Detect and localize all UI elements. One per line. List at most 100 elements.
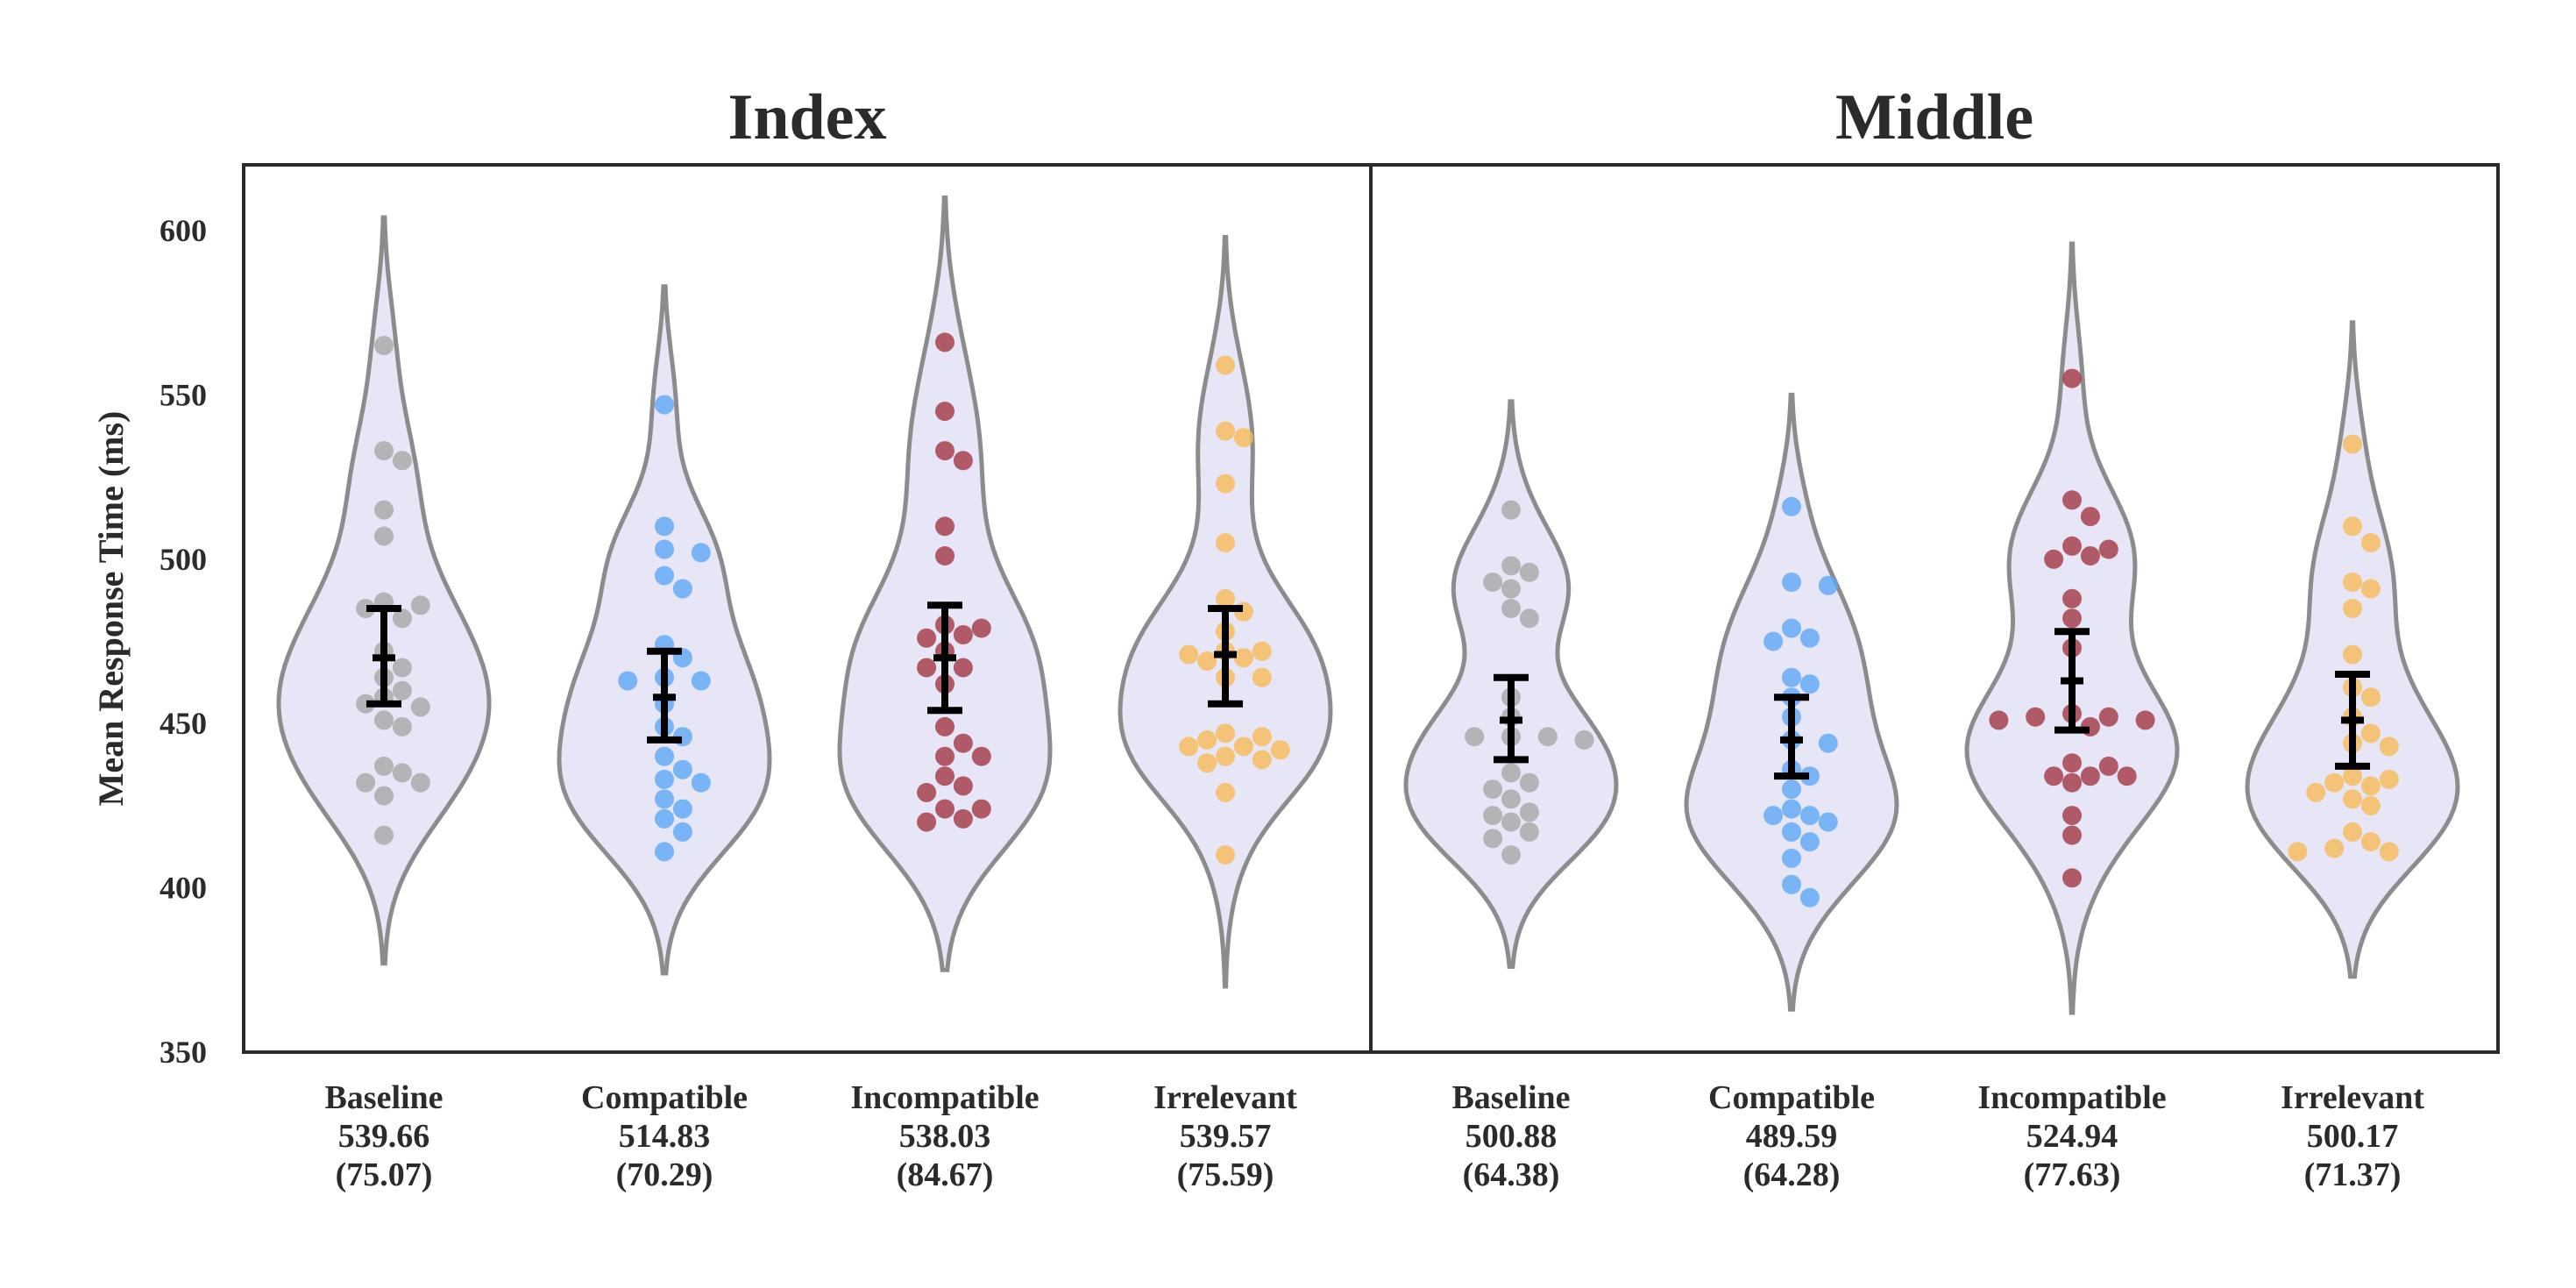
x-category-mean: 524.94 — [2026, 1118, 2118, 1155]
data-point — [2062, 806, 2082, 826]
data-point — [953, 733, 973, 753]
data-point — [672, 822, 692, 842]
data-point — [392, 658, 412, 678]
data-point — [2324, 838, 2345, 858]
data-point — [1799, 766, 1820, 786]
data-point — [2360, 579, 2381, 599]
data-point — [1501, 812, 1521, 832]
x-category-mean: 489.59 — [1746, 1118, 1838, 1155]
data-point — [1574, 729, 1594, 750]
data-point — [1501, 845, 1521, 865]
data-point — [2117, 766, 2137, 786]
data-point — [1252, 667, 1272, 687]
data-point — [1216, 588, 1235, 608]
data-point — [935, 402, 954, 422]
data-point — [971, 799, 991, 819]
data-point — [655, 789, 674, 809]
x-category-label: Compatible — [1708, 1079, 1875, 1116]
data-point — [2360, 533, 2381, 552]
data-point — [2343, 822, 2362, 842]
data-point — [1216, 723, 1235, 744]
data-point — [935, 332, 954, 352]
panel-title-index: Index — [728, 82, 887, 153]
data-point — [2379, 737, 2399, 757]
data-point — [1197, 753, 1217, 773]
data-point — [2324, 772, 2345, 793]
data-point — [2306, 782, 2326, 802]
data-point — [1216, 746, 1235, 766]
data-point — [953, 625, 973, 644]
data-point — [374, 786, 394, 806]
x-category-label: Incompatible — [1977, 1079, 2166, 1116]
data-point — [618, 671, 638, 691]
data-point — [672, 759, 692, 779]
violin-index-baseline — [276, 215, 492, 966]
data-point — [2360, 776, 2381, 796]
data-point — [655, 539, 674, 559]
data-point — [672, 579, 692, 599]
data-point — [1501, 789, 1521, 809]
data-point — [2062, 588, 2082, 608]
data-point — [2343, 573, 2362, 592]
data-point — [691, 772, 711, 793]
data-point — [1233, 428, 1253, 448]
data-point — [935, 746, 954, 766]
data-point — [392, 680, 412, 701]
data-point — [1782, 496, 1801, 516]
violin-index-compatible — [557, 284, 772, 976]
data-point — [935, 441, 954, 461]
x-category-mean: 500.17 — [2307, 1118, 2399, 1155]
data-point — [917, 628, 937, 648]
data-point — [374, 825, 394, 845]
data-point — [392, 763, 412, 783]
data-point — [356, 599, 376, 618]
data-point — [2379, 842, 2399, 862]
data-point — [1818, 733, 1838, 753]
data-point — [2098, 539, 2118, 559]
data-point — [1197, 651, 1217, 671]
data-point — [1216, 845, 1235, 865]
data-point — [1799, 628, 1820, 648]
data-point — [655, 395, 674, 415]
data-point — [1782, 799, 1801, 819]
data-point — [1799, 832, 1820, 852]
data-point — [1501, 500, 1521, 520]
data-point — [1782, 874, 1801, 894]
data-point — [953, 658, 973, 678]
data-point — [2080, 766, 2100, 786]
data-point — [2343, 434, 2362, 454]
data-point — [1537, 727, 1558, 747]
x-category-label: Irrelevant — [2281, 1079, 2424, 1116]
data-point — [1270, 740, 1290, 760]
data-point — [374, 336, 394, 356]
x-category-mean: 539.66 — [338, 1118, 430, 1155]
data-point — [1519, 562, 1539, 582]
data-point — [374, 441, 394, 461]
x-category-label: Irrelevant — [1153, 1079, 1297, 1116]
data-point — [935, 716, 954, 737]
data-point — [1519, 802, 1539, 822]
y-tick-label: 500 — [160, 542, 207, 577]
data-point — [953, 808, 973, 829]
data-point — [1782, 573, 1801, 592]
x-category-mean: 500.88 — [1465, 1118, 1558, 1155]
data-point — [691, 671, 711, 691]
data-point — [1989, 710, 2009, 730]
data-point — [1179, 737, 1199, 757]
data-point — [2098, 707, 2118, 727]
data-point — [410, 697, 430, 717]
data-point — [2062, 608, 2082, 629]
x-category-sd: (71.37) — [2304, 1156, 2402, 1193]
data-point — [1782, 779, 1801, 800]
data-point — [1252, 727, 1272, 747]
data-point — [1763, 631, 1784, 651]
data-point — [2360, 795, 2381, 815]
data-point — [1501, 556, 1521, 576]
data-point — [2044, 766, 2064, 786]
violin-index-incompatible — [837, 196, 1053, 972]
data-point — [2360, 687, 2381, 708]
data-point — [2360, 723, 2381, 744]
x-category-label: Baseline — [1451, 1079, 1570, 1116]
data-point — [655, 808, 674, 829]
